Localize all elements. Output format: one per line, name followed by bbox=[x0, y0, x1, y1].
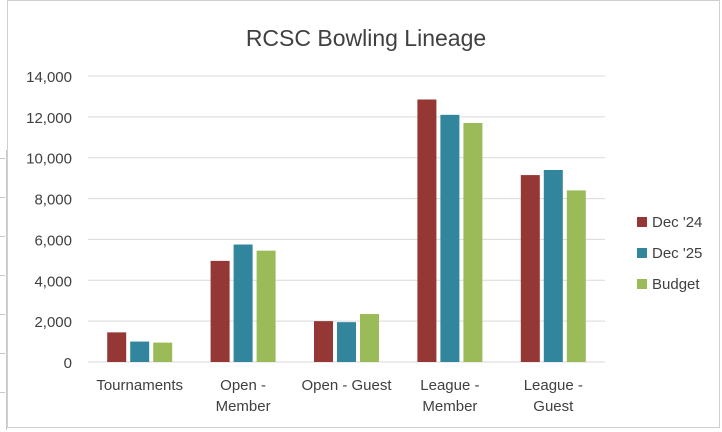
y-tick-label: 10,000 bbox=[26, 151, 72, 168]
bar bbox=[107, 332, 127, 362]
y-tick-label: 8,000 bbox=[34, 192, 72, 209]
y-tick-label: 0 bbox=[64, 355, 72, 372]
chart-title: RCSC Bowling Lineage bbox=[246, 25, 486, 51]
legend-swatch bbox=[637, 248, 647, 258]
bar bbox=[210, 260, 230, 362]
bar bbox=[566, 190, 586, 362]
bar bbox=[256, 250, 276, 362]
bar bbox=[520, 175, 540, 362]
bar bbox=[417, 99, 437, 362]
x-tick-label: Open - Guest bbox=[301, 377, 392, 394]
bar bbox=[233, 244, 253, 362]
y-tick-label: 14,000 bbox=[26, 69, 72, 86]
bar bbox=[440, 114, 460, 362]
y-axis-tick-labels: 0 2,000 4,000 6,000 8,000 10,000 12,000 14,000 bbox=[26, 69, 72, 372]
legend-label: Dec '24 bbox=[652, 214, 702, 231]
legend-swatch bbox=[637, 217, 647, 227]
gridlines bbox=[88, 75, 605, 363]
bar bbox=[463, 122, 483, 362]
bar bbox=[543, 169, 563, 362]
y-tick-label: 4,000 bbox=[34, 273, 72, 290]
x-tick-label: Tournaments bbox=[96, 377, 183, 394]
bar bbox=[130, 341, 150, 362]
chart-container[interactable]: RCSC Bowling Lineage 0 2,000 4,000 6,000 8,0… bbox=[7, 0, 720, 428]
x-axis-tick-labels: Tournaments Open -Member Open - Guest Leagu… bbox=[96, 377, 583, 415]
bar-chart: RCSC Bowling Lineage 0 2,000 4,000 6,000 8,0… bbox=[26, 25, 702, 415]
bar bbox=[360, 313, 379, 362]
legend-label: Budget bbox=[652, 276, 700, 293]
x-tick-label: League -Member bbox=[420, 377, 479, 415]
y-tick-label: 12,000 bbox=[26, 110, 72, 127]
y-tick-label: 2,000 bbox=[34, 314, 72, 331]
legend[interactable]: Dec '24 Dec '25 Budget bbox=[637, 214, 702, 293]
bar bbox=[337, 322, 356, 362]
bars bbox=[107, 99, 586, 362]
bar bbox=[153, 342, 173, 362]
x-tick-label: Open -Member bbox=[216, 377, 271, 415]
y-tick-label: 6,000 bbox=[34, 232, 72, 249]
legend-swatch bbox=[637, 279, 647, 289]
adjacent-sheet-edge bbox=[0, 0, 7, 430]
legend-label: Dec '25 bbox=[652, 245, 702, 262]
x-tick-label: League -Guest bbox=[524, 377, 583, 415]
bar bbox=[314, 321, 333, 362]
